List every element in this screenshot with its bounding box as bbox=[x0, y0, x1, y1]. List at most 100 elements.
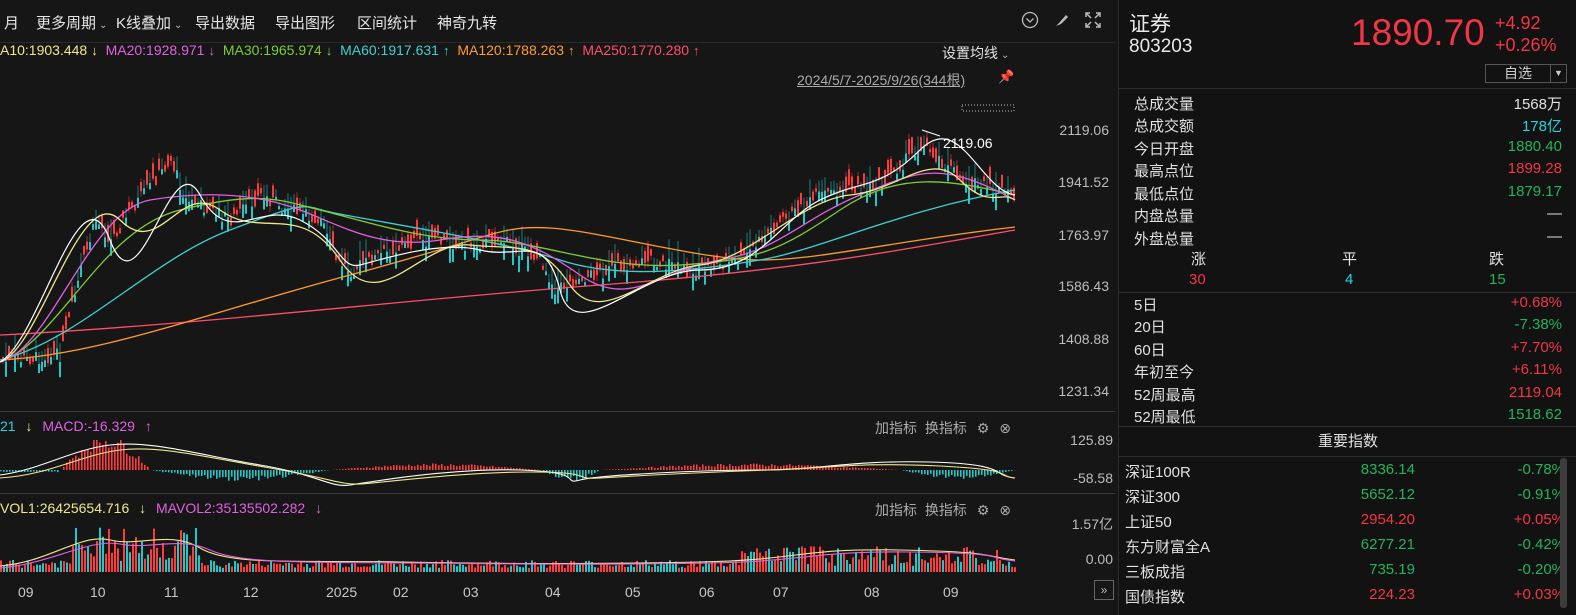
more-periods-dropdown[interactable]: 更多周期 ⌄ bbox=[36, 12, 107, 33]
candle bbox=[512, 248, 514, 266]
index-row[interactable]: 深证300 5652.12 -0.91% bbox=[1125, 486, 1565, 510]
ma-settings-dropdown[interactable]: 设置均线 ⌄ bbox=[942, 43, 1009, 63]
macd-bar bbox=[762, 464, 764, 470]
macd-bar bbox=[525, 469, 527, 470]
chevron-down-icon[interactable]: ▼ bbox=[1550, 64, 1567, 83]
volume-bar bbox=[69, 563, 71, 572]
macd-bar bbox=[588, 470, 590, 474]
macd-bar bbox=[741, 464, 743, 470]
price-tick: 1763.97 bbox=[1058, 227, 1109, 243]
index-row[interactable]: 上证50 2954.20 +0.05% bbox=[1125, 511, 1565, 535]
draw-brush-icon[interactable] bbox=[1053, 11, 1071, 34]
indices-scrollbar[interactable] bbox=[1560, 458, 1567, 608]
macd-bar bbox=[282, 470, 284, 478]
volume-chart[interactable] bbox=[0, 518, 1020, 574]
volume-bar bbox=[357, 566, 359, 572]
candle bbox=[221, 221, 223, 230]
candle bbox=[626, 270, 628, 284]
macd-bar bbox=[111, 446, 113, 470]
macd-bar bbox=[408, 464, 410, 470]
volume-bar bbox=[642, 562, 644, 572]
pin-icon[interactable]: 📌 bbox=[998, 69, 1015, 84]
volume-bar bbox=[105, 553, 107, 572]
switch-indicator-button[interactable]: 换指标 bbox=[924, 420, 967, 436]
macd-bar bbox=[252, 470, 254, 478]
index-row[interactable]: 东方财富全A 6277.21 -0.42% bbox=[1125, 536, 1565, 560]
volume-bar bbox=[585, 561, 587, 572]
perf-value: 1518.62 bbox=[1507, 406, 1562, 423]
volume-bar bbox=[651, 567, 653, 572]
range-stats-button[interactable]: 区间统计 bbox=[357, 15, 418, 32]
candle bbox=[284, 208, 286, 216]
macd-bar bbox=[951, 470, 953, 475]
volume-bar bbox=[570, 560, 572, 572]
stat-label: 今日开盘 bbox=[1134, 141, 1195, 158]
collapse-circle-icon[interactable] bbox=[1021, 11, 1039, 34]
macd-bar bbox=[831, 466, 833, 470]
macd-bar bbox=[489, 466, 491, 470]
macd-bar bbox=[705, 465, 707, 470]
index-change: -0.91% bbox=[1517, 486, 1565, 503]
volume-bar bbox=[813, 546, 815, 572]
arrow-down-icon: ↓ bbox=[208, 43, 215, 58]
macd-bar bbox=[960, 470, 962, 477]
close-icon[interactable]: ⊗ bbox=[999, 502, 1011, 518]
volume-bar bbox=[276, 563, 278, 572]
candle bbox=[590, 270, 592, 278]
expand-right-icon[interactable]: » bbox=[1094, 580, 1114, 600]
candle bbox=[242, 204, 244, 219]
macd-chart[interactable] bbox=[0, 440, 1020, 490]
period-monthly-button[interactable]: 月 bbox=[4, 15, 20, 32]
macd-bar bbox=[732, 465, 734, 470]
volume-bar bbox=[237, 563, 239, 572]
gear-icon[interactable]: ⚙ bbox=[976, 420, 990, 436]
index-row[interactable]: 三板成指 735.19 -0.20% bbox=[1125, 561, 1565, 585]
volume-bar bbox=[531, 560, 533, 572]
candle bbox=[179, 189, 181, 206]
macd-bar bbox=[426, 464, 428, 470]
close-icon[interactable]: ⊗ bbox=[999, 420, 1011, 436]
volume-bar bbox=[456, 566, 458, 572]
gear-icon[interactable]: ⚙ bbox=[976, 502, 990, 518]
macd-bar bbox=[405, 466, 407, 470]
macd-bar bbox=[687, 465, 689, 470]
macd-bar bbox=[522, 468, 524, 470]
volume-bar bbox=[555, 561, 557, 572]
volume-bar bbox=[291, 563, 293, 572]
macd-bar bbox=[939, 470, 941, 475]
add-indicator-button[interactable]: 加指标 bbox=[875, 502, 917, 518]
volume-bar bbox=[576, 564, 578, 572]
volume-bar bbox=[957, 556, 959, 572]
magic-nine-button[interactable]: 神奇九转 bbox=[437, 15, 498, 32]
kline-overlay-dropdown[interactable]: K线叠加 ⌄ bbox=[116, 12, 182, 33]
index-row[interactable]: 深证100R 8336.14 -0.78% bbox=[1125, 461, 1565, 485]
fullscreen-icon[interactable] bbox=[1084, 11, 1102, 34]
index-row[interactable]: 国债指数 224.23 +0.03% bbox=[1125, 586, 1565, 610]
volume-bar bbox=[915, 553, 917, 572]
volume-bar bbox=[63, 561, 65, 572]
candle bbox=[824, 190, 826, 203]
export-data-button[interactable]: 导出数据 bbox=[195, 15, 256, 32]
volume-bar bbox=[744, 553, 746, 572]
macd-bar bbox=[477, 465, 479, 470]
watchlist-button[interactable]: 自选 bbox=[1485, 64, 1551, 83]
date-range-label[interactable]: 2024/5/7-2025/9/26(344根) bbox=[797, 72, 966, 88]
macd-bar bbox=[321, 470, 323, 472]
export-chart-button[interactable]: 导出图形 bbox=[275, 15, 336, 32]
macd-bar bbox=[642, 468, 644, 470]
add-indicator-button[interactable]: 加指标 bbox=[875, 420, 917, 436]
macd-bar bbox=[198, 470, 200, 476]
volume-bar bbox=[123, 528, 125, 572]
candle bbox=[953, 167, 955, 173]
switch-indicator-button[interactable]: 换指标 bbox=[924, 502, 967, 518]
macd-bar bbox=[834, 467, 836, 470]
time-axis: 09 10 11 12 2025 02 03 04 05 06 07 08 09 bbox=[0, 578, 1115, 602]
kline-chart[interactable]: 2119.06 bbox=[0, 100, 1020, 410]
candle bbox=[359, 260, 361, 276]
macd-bar bbox=[738, 466, 740, 470]
macd-bar bbox=[735, 466, 737, 470]
volume-bar bbox=[282, 565, 284, 572]
volume-bar bbox=[699, 561, 701, 572]
candle bbox=[185, 197, 187, 215]
candle bbox=[881, 186, 883, 196]
